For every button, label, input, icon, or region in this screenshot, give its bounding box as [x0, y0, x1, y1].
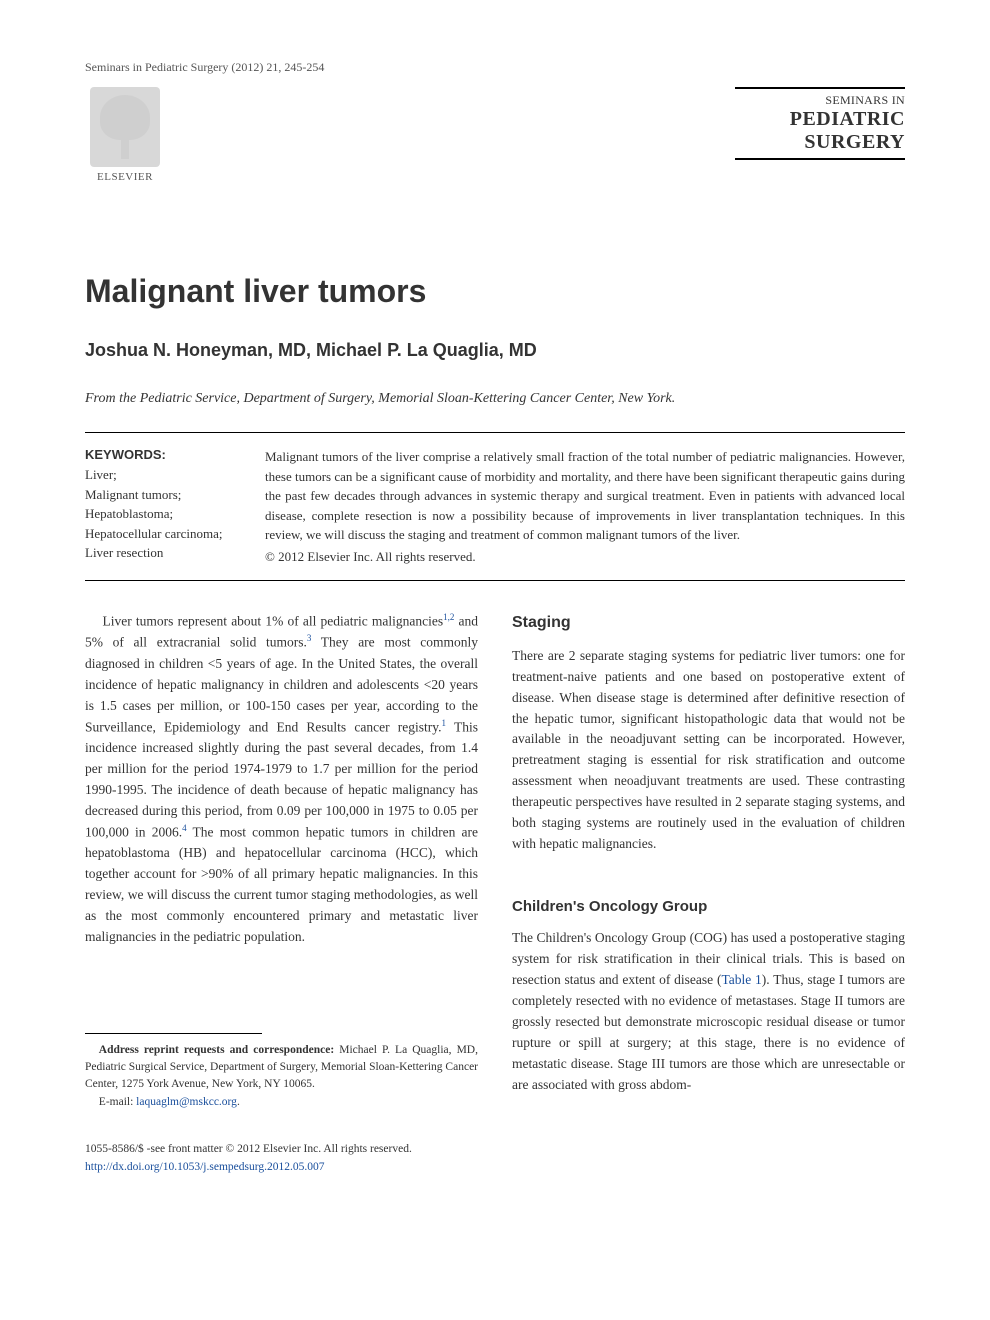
cog-text: ). Thus, stage I tumors are completely r…: [512, 972, 905, 1092]
journal-name-line1: SEMINARS IN: [735, 93, 905, 108]
right-column: Staging There are 2 separate staging sys…: [512, 611, 905, 1176]
intro-text: The most common hepatic tumors in childr…: [85, 824, 478, 944]
affiliation-line: From the Pediatric Service, Department o…: [85, 391, 905, 407]
journal-name-line2: PEDIATRIC: [735, 108, 905, 131]
keyword-item: Hepatoblastoma;: [85, 504, 235, 524]
abstract-column: Malignant tumors of the liver comprise a…: [265, 447, 905, 566]
front-matter-line: 1055-8586/$ -see front matter © 2012 Els…: [85, 1141, 478, 1158]
header-row: ELSEVIER SEMINARS IN PEDIATRIC SURGERY: [85, 87, 905, 183]
keyword-item: Liver;: [85, 465, 235, 485]
publisher-name: ELSEVIER: [97, 171, 153, 183]
intro-text: This incidence increased slightly during…: [85, 719, 478, 839]
correspondence-email-line: E-mail: laquaglm@mskcc.org.: [85, 1094, 478, 1112]
two-column-body: Liver tumors represent about 1% of all p…: [85, 611, 905, 1176]
citation-line: Seminars in Pediatric Surgery (2012) 21,…: [85, 60, 905, 75]
table-reference-link[interactable]: Table 1: [721, 972, 761, 987]
footer-block: 1055-8586/$ -see front matter © 2012 Els…: [85, 1141, 478, 1176]
elsevier-tree-icon: [90, 87, 160, 167]
article-title: Malignant liver tumors: [85, 273, 905, 310]
journal-name-line3: SURGERY: [735, 131, 905, 160]
staging-paragraph: There are 2 separate staging systems for…: [512, 646, 905, 855]
correspondence-block: Address reprint requests and corresponde…: [85, 1042, 478, 1094]
cog-paragraph: The Children's Oncology Group (COG) has …: [512, 928, 905, 1095]
keywords-column: KEYWORDS: Liver; Malignant tumors; Hepat…: [85, 447, 235, 566]
email-link[interactable]: laquaglm@mskcc.org: [136, 1096, 237, 1108]
subsection-heading-cog: Children's Oncology Group: [512, 895, 905, 918]
reference-superscript[interactable]: 1,2: [443, 612, 454, 622]
authors-line: Joshua N. Honeyman, MD, Michael P. La Qu…: [85, 340, 905, 361]
publisher-logo: ELSEVIER: [85, 87, 165, 183]
abstract-text: Malignant tumors of the liver comprise a…: [265, 449, 905, 542]
doi-link[interactable]: http://dx.doi.org/10.1053/j.sempedsurg.2…: [85, 1159, 478, 1176]
keywords-header: KEYWORDS:: [85, 447, 235, 462]
correspondence-label: Address reprint requests and corresponde…: [99, 1044, 334, 1056]
intro-text: Liver tumors represent about 1% of all p…: [103, 614, 444, 629]
intro-paragraph: Liver tumors represent about 1% of all p…: [85, 611, 478, 948]
correspondence-divider: [85, 1033, 262, 1034]
journal-badge: SEMINARS IN PEDIATRIC SURGERY: [735, 87, 905, 160]
left-column: Liver tumors represent about 1% of all p…: [85, 611, 478, 1176]
email-label: E-mail:: [99, 1096, 136, 1108]
copyright-line: © 2012 Elsevier Inc. All rights reserved…: [265, 547, 905, 567]
section-heading-staging: Staging: [512, 611, 905, 636]
keyword-item: Hepatocellular carcinoma;: [85, 524, 235, 544]
keyword-item: Malignant tumors;: [85, 485, 235, 505]
keyword-item: Liver resection: [85, 543, 235, 563]
keywords-abstract-block: KEYWORDS: Liver; Malignant tumors; Hepat…: [85, 432, 905, 581]
